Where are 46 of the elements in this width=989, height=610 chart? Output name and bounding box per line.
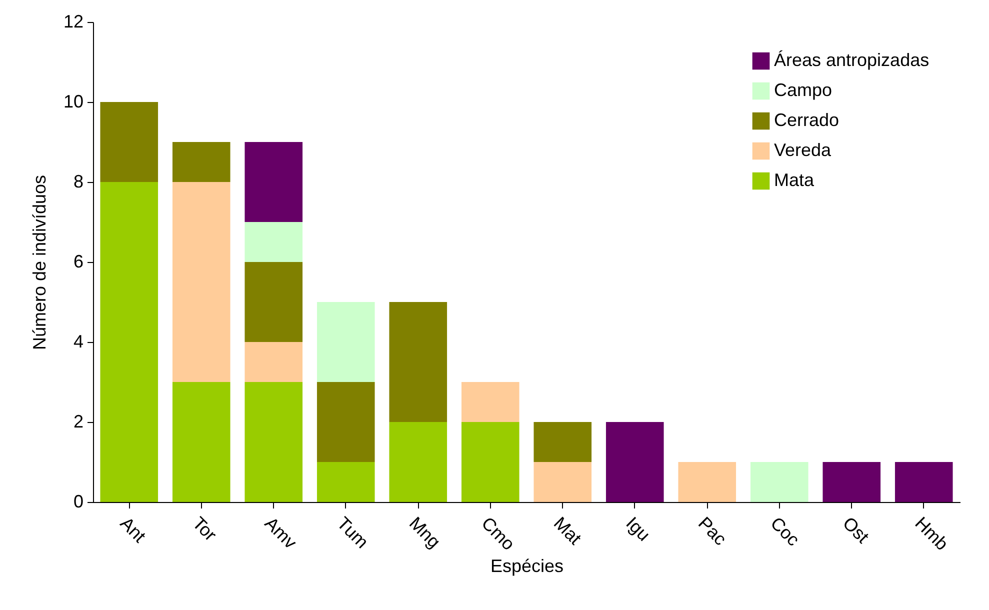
x-axis-title: Espécies [490, 556, 564, 576]
y-tick-label: 4 [73, 332, 84, 352]
bar [172, 142, 230, 182]
bar [822, 462, 881, 502]
x-tick-label: Mat [550, 513, 586, 548]
bar [244, 142, 303, 222]
y-tick-label: 2 [73, 412, 84, 432]
legend-label: Vereda [774, 140, 832, 160]
bar [244, 382, 303, 502]
bar [534, 422, 592, 462]
x-tick-label: Pac [694, 513, 730, 550]
bar [172, 182, 230, 382]
y-tick-label: 12 [63, 12, 84, 32]
bar [100, 182, 158, 502]
x-tick-label: Amv [260, 513, 300, 553]
legend-label: Cerrado [774, 110, 840, 130]
y-tick-label: 8 [73, 172, 84, 192]
y-tick-label: 6 [73, 252, 84, 272]
bar [534, 462, 592, 502]
bar [244, 342, 303, 382]
bar [461, 382, 520, 422]
x-tick-label: Tor [188, 513, 220, 545]
legend-label: Áreas antropizadas [774, 50, 930, 70]
bar [389, 302, 448, 422]
bar [316, 302, 375, 382]
y-axis-title: Número de indivíduos [29, 174, 50, 350]
bar [606, 422, 664, 502]
bar [244, 262, 303, 342]
bar [172, 382, 230, 502]
bar [678, 462, 736, 502]
bar [389, 422, 448, 502]
x-tick-label: Igu [622, 513, 654, 545]
bar [894, 462, 953, 502]
x-tick-label: Ost [838, 513, 873, 548]
legend-label: Campo [774, 80, 832, 100]
bar [244, 222, 303, 262]
y-tick-label: 0 [73, 492, 84, 512]
bar [461, 422, 520, 502]
x-tick-label: Ant [116, 513, 150, 546]
bar [750, 462, 808, 502]
bar [316, 462, 375, 502]
x-tick-label: Coc [766, 513, 804, 550]
bar [316, 382, 375, 462]
legend-label: Mata [774, 170, 816, 190]
y-tick-label: 10 [63, 92, 84, 112]
bar [100, 102, 158, 182]
